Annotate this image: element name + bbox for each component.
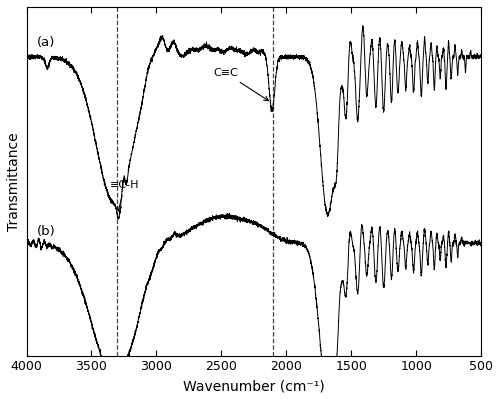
Text: (a): (a) [37, 36, 56, 49]
X-axis label: Wavenumber (cm⁻¹): Wavenumber (cm⁻¹) [183, 379, 324, 393]
Y-axis label: Transmittance: Transmittance [7, 132, 21, 231]
Text: (b): (b) [37, 225, 56, 238]
Text: ≡C-H: ≡C-H [110, 180, 140, 211]
Text: C≡C: C≡C [214, 68, 268, 101]
